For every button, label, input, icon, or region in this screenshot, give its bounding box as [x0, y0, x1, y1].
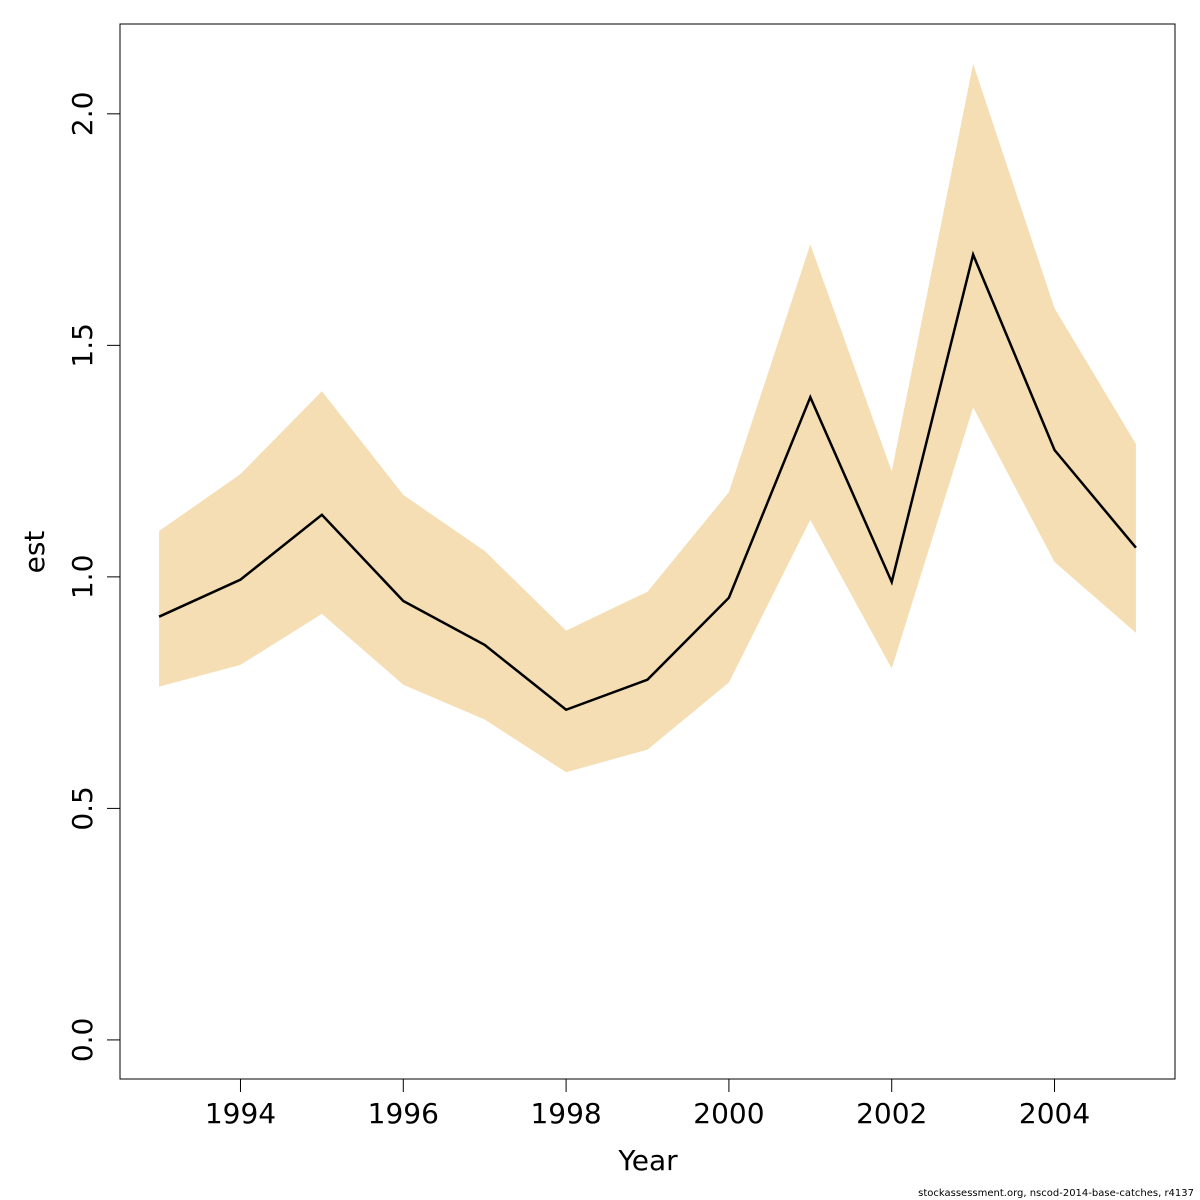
y-axis-label: est [18, 531, 51, 574]
estimate-line [158, 250, 1137, 712]
y-tick-label: 1.0 [66, 555, 99, 600]
confidence-band [159, 63, 1136, 773]
x-tick-label: 2002 [856, 1097, 927, 1130]
y-tick-label: 0.0 [66, 1018, 99, 1063]
y-tick-label: 2.0 [66, 92, 99, 137]
x-tick-label: 1994 [205, 1097, 276, 1130]
footer: stockassessment.org, nscod-2014-base-cat… [918, 1188, 1194, 1199]
x-tick-label: 1998 [530, 1097, 601, 1130]
plot-frame [119, 23, 1176, 1080]
x-tick-label: 2000 [693, 1097, 764, 1130]
x-axis-label: Year [617, 1144, 678, 1177]
y-tick-label: 1.5 [66, 323, 99, 368]
x-tick-label: 1996 [368, 1097, 439, 1130]
y-tick-label: 0.5 [66, 786, 99, 831]
x-tick-label: 2004 [1019, 1097, 1090, 1130]
